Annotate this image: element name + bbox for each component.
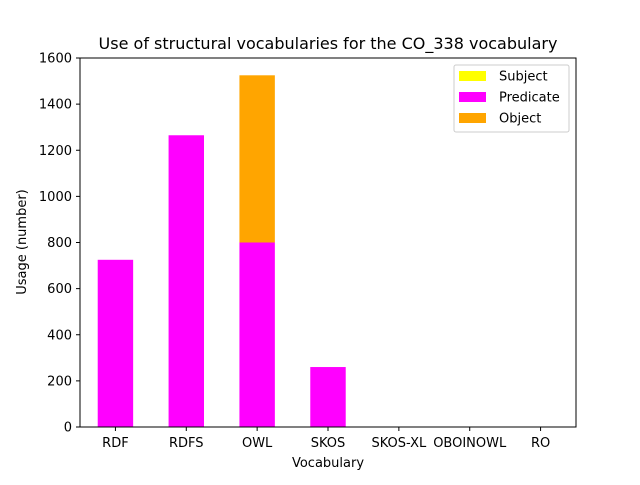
legend-label-predicate: Predicate xyxy=(499,91,560,106)
legend-swatch-predicate xyxy=(459,92,486,102)
bar-predicate-owl xyxy=(239,242,275,427)
y-tick-label: 800 xyxy=(47,236,72,251)
chart-title: Use of structural vocabularies for the C… xyxy=(99,34,558,54)
legend: Subject Predicate Object xyxy=(453,64,570,133)
y-tick-label: 400 xyxy=(47,328,72,343)
x-axis: RDF RDFS OWL SKOS SKOS-XL OBOINOWL RO xyxy=(102,427,550,451)
bar-predicate-rdf xyxy=(97,259,134,427)
x-tick-label: OBOINOWL xyxy=(433,436,507,451)
y-tick-label: 1400 xyxy=(39,98,72,113)
x-tick-label: SKOS xyxy=(311,436,346,451)
x-tick-label: RO xyxy=(531,436,550,451)
x-tick-label: RDF xyxy=(102,436,129,451)
bars-layer xyxy=(97,75,346,427)
y-tick-label: 1000 xyxy=(39,190,72,205)
x-tick-label: SKOS-XL xyxy=(371,436,426,451)
x-tick-label: RDFS xyxy=(169,436,204,451)
y-axis: 0 200 400 600 800 1000 1200 1400 1600 xyxy=(39,52,80,436)
x-tick-label: OWL xyxy=(242,436,273,451)
bar-predicate-rdfs xyxy=(168,135,204,427)
y-tick-label: 600 xyxy=(47,282,72,297)
legend-label-subject: Subject xyxy=(499,70,548,85)
legend-swatch-subject xyxy=(459,71,486,81)
y-axis-label: Usage (number) xyxy=(15,189,30,295)
y-tick-label: 200 xyxy=(47,374,72,389)
y-tick-label: 1200 xyxy=(39,144,72,159)
legend-label-object: Object xyxy=(499,112,541,127)
x-axis-label: Vocabulary xyxy=(292,456,364,471)
bar-object-owl xyxy=(239,75,275,243)
bar-predicate-skos xyxy=(310,367,346,427)
legend-swatch-object xyxy=(459,113,486,123)
y-tick-label: 1600 xyxy=(39,52,72,67)
y-tick-label: 0 xyxy=(64,421,72,436)
